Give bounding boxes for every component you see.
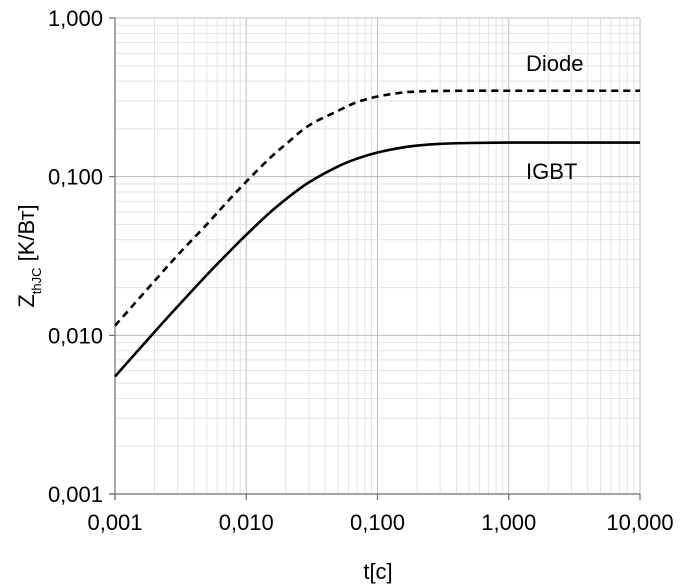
x-tick-label: 0,001	[87, 510, 142, 535]
series-line-igbt	[114, 141, 641, 378]
axes	[109, 17, 641, 500]
y-axis-title-main: Z	[14, 294, 39, 307]
x-axis-title: t[c]	[363, 559, 392, 584]
series-label-igbt: IGBT	[526, 159, 577, 184]
y-tick-label: 1,000	[48, 6, 103, 31]
y-axis-title-unit: [K/Вт]	[14, 204, 39, 267]
tick-labels: 0,001 0,010 0,100 1,000 10,000 0,001 0,010 0,10…	[48, 6, 674, 535]
y-axis-title: ZthJC [K/Вт]	[14, 204, 44, 307]
x-tick-label: 10,000	[606, 510, 673, 535]
x-tick-label: 1,000	[481, 510, 536, 535]
y-tick-label: 0,100	[48, 165, 103, 190]
series-label-diode: Diode	[526, 51, 583, 76]
y-tick-label: 0,001	[48, 482, 103, 507]
series-line-diode	[114, 89, 641, 327]
x-tick-label: 0,100	[350, 510, 405, 535]
y-axis-title-sub: thJC	[29, 267, 44, 294]
y-tick-label: 0,010	[48, 323, 103, 348]
x-tick-label: 0,010	[219, 510, 274, 535]
series-layer	[114, 89, 641, 378]
grid	[114, 17, 641, 495]
